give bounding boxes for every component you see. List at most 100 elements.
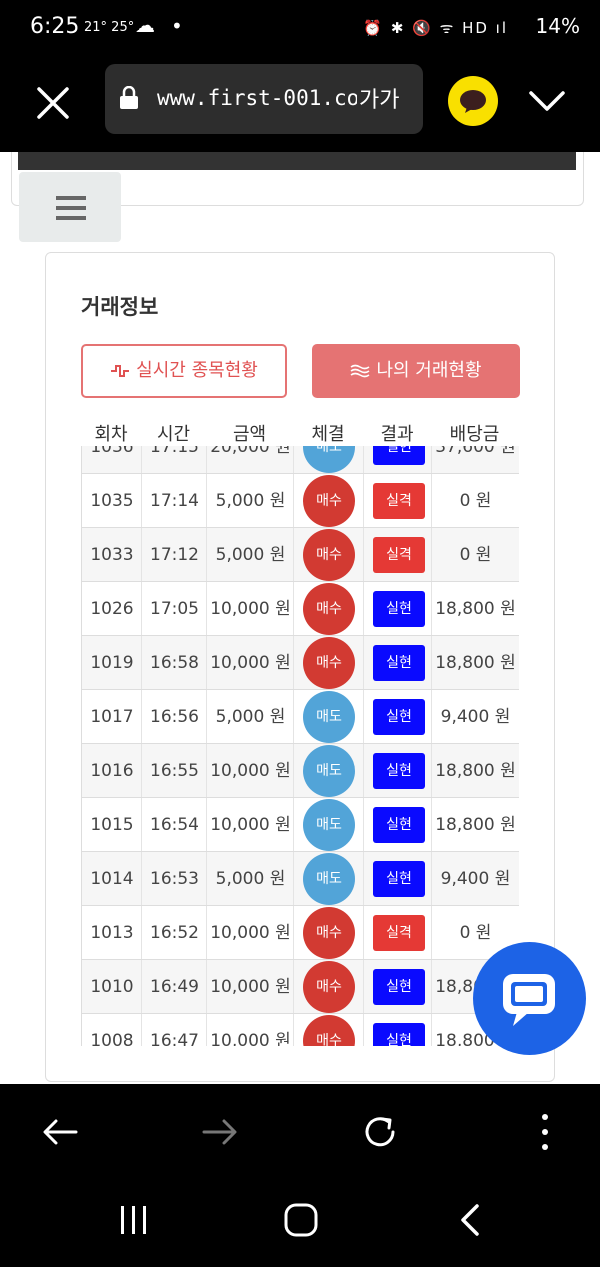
tab-label: 실시간 종목현황 — [136, 360, 258, 381]
fill-badge: 매수 — [303, 529, 355, 581]
table-row: 1026 17:05 10,000 원 매수 실현 18,800 원 — [81, 581, 519, 636]
notification-dot-icon: • — [171, 14, 183, 38]
web-content: 거래정보 실시간 종목현황 나의 거래현황 회차 시간 금액 체결 결과 배당금… — [0, 152, 600, 1084]
result-cell: 실현 — [363, 690, 432, 744]
status-indicators: ⏰ ✱ 🔇 ᯤ HD ıl — [363, 19, 508, 37]
payout-cell: 37,600 원 — [431, 446, 519, 474]
address-bar[interactable]: www.first-001.co 가가 — [105, 64, 423, 134]
menu-icon[interactable] — [19, 172, 121, 242]
trade-info-card: 거래정보 실시간 종목현황 나의 거래현황 회차 시간 금액 체결 결과 배당금… — [45, 252, 555, 1082]
amount-cell: 5,000 원 — [206, 474, 294, 528]
round-cell: 1017 — [81, 690, 142, 744]
round-cell: 1016 — [81, 744, 142, 798]
fill-badge: 매수 — [303, 961, 355, 1013]
time-cell: 16:58 — [141, 636, 207, 690]
payout-cell: 18,800 원 — [431, 744, 519, 798]
time-cell: 16:56 — [141, 690, 207, 744]
fill-cell: 매도 — [293, 798, 364, 852]
weather-icon: ☁ — [135, 13, 155, 37]
tab-live-status[interactable]: 실시간 종목현황 — [81, 344, 287, 398]
table-row: 1019 16:58 10,000 원 매수 실현 18,800 원 — [81, 635, 519, 690]
font-size-button[interactable]: 가가 — [359, 88, 400, 113]
tab-label: 나의 거래현황 — [376, 360, 482, 381]
page-title: 거래정보 — [81, 295, 159, 319]
time-cell: 16:53 — [141, 852, 207, 906]
kakao-talk-icon[interactable] — [448, 76, 498, 126]
amount-cell: 10,000 원 — [206, 906, 294, 960]
result-badge: 실현 — [373, 446, 425, 465]
fill-cell: 매도 — [293, 446, 364, 474]
amount-cell: 20,000 원 — [206, 446, 294, 474]
round-cell: 1026 — [81, 582, 142, 636]
table-header: 회차 시간 금액 체결 결과 배당금 — [81, 420, 519, 446]
time-cell: 17:15 — [141, 446, 207, 474]
fill-cell: 매수 — [293, 636, 364, 690]
fill-cell: 매수 — [293, 474, 364, 528]
column-header: 결과 — [380, 424, 414, 445]
column-header: 금액 — [232, 424, 267, 445]
result-cell: 실현 — [363, 744, 432, 798]
table-row: 1014 16:53 5,000 원 매도 실현 9,400 원 — [81, 851, 519, 906]
amount-cell: 10,000 원 — [206, 582, 294, 636]
amount-cell: 5,000 원 — [206, 528, 294, 582]
result-badge: 실현 — [373, 699, 425, 735]
battery-level: 14% — [535, 14, 580, 38]
time-cell: 16:47 — [141, 1014, 207, 1046]
column-header: 시간 — [156, 424, 191, 445]
waves-icon — [350, 364, 370, 378]
result-cell: 실격 — [363, 906, 432, 960]
result-badge: 실현 — [373, 969, 425, 1005]
amount-cell: 10,000 원 — [206, 744, 294, 798]
time-cell: 16:55 — [141, 744, 207, 798]
round-cell: 1014 — [81, 852, 142, 906]
table-row: 1036 17:15 20,000 원 매도 실현 37,600 원 — [81, 446, 519, 474]
round-cell: 1013 — [81, 906, 142, 960]
amount-cell: 10,000 원 — [206, 636, 294, 690]
result-cell: 실현 — [363, 582, 432, 636]
table-row: 1015 16:54 10,000 원 매도 실현 18,800 원 — [81, 797, 519, 852]
tab-my-trades[interactable]: 나의 거래현황 — [312, 344, 520, 398]
fill-cell: 매도 — [293, 690, 364, 744]
fill-badge: 매도 — [303, 799, 355, 851]
back-arrow-icon[interactable] — [40, 1112, 80, 1152]
result-badge: 실현 — [373, 1023, 425, 1046]
chat-button[interactable] — [473, 942, 586, 1055]
payout-cell: 0 원 — [431, 474, 519, 528]
result-badge: 실현 — [373, 591, 425, 627]
system-back-icon[interactable] — [455, 1202, 485, 1238]
payout-cell: 9,400 원 — [431, 852, 519, 906]
chat-bubble-icon — [503, 974, 555, 1026]
home-icon[interactable] — [282, 1201, 320, 1239]
banner-image — [18, 152, 576, 170]
chevron-down-icon[interactable] — [527, 81, 567, 121]
time-cell: 17:05 — [141, 582, 207, 636]
round-cell: 1008 — [81, 1014, 142, 1046]
round-cell: 1010 — [81, 960, 142, 1014]
column-header: 배당금 — [449, 424, 500, 445]
url-text[interactable]: www.first-001.co — [157, 86, 357, 110]
amount-cell: 10,000 원 — [206, 960, 294, 1014]
refresh-icon[interactable] — [360, 1112, 400, 1152]
payout-cell: 18,800 원 — [431, 636, 519, 690]
table-body[interactable]: 1036 17:15 20,000 원 매도 실현 37,600 원 1035 17:14 5,… — [81, 446, 519, 1046]
forward-arrow-icon[interactable] — [200, 1112, 240, 1152]
round-cell: 1036 — [81, 446, 142, 474]
payout-cell: 0 원 — [431, 528, 519, 582]
fill-cell: 매수 — [293, 906, 364, 960]
result-cell: 실현 — [363, 636, 432, 690]
table-row: 1033 17:12 5,000 원 매수 실격 0 원 — [81, 527, 519, 582]
fill-badge: 매수 — [303, 907, 355, 959]
recent-apps-icon[interactable] — [118, 1202, 150, 1238]
time-cell: 16:54 — [141, 798, 207, 852]
more-options-icon[interactable] — [535, 1112, 555, 1152]
fill-badge: 매도 — [303, 446, 355, 473]
close-icon[interactable] — [28, 78, 78, 128]
time-cell: 17:12 — [141, 528, 207, 582]
result-cell: 실현 — [363, 1014, 432, 1046]
amount-cell: 5,000 원 — [206, 852, 294, 906]
time-cell: 16:52 — [141, 906, 207, 960]
column-header: 체결 — [311, 424, 345, 445]
fill-cell: 매도 — [293, 852, 364, 906]
fill-badge: 매수 — [303, 637, 355, 689]
